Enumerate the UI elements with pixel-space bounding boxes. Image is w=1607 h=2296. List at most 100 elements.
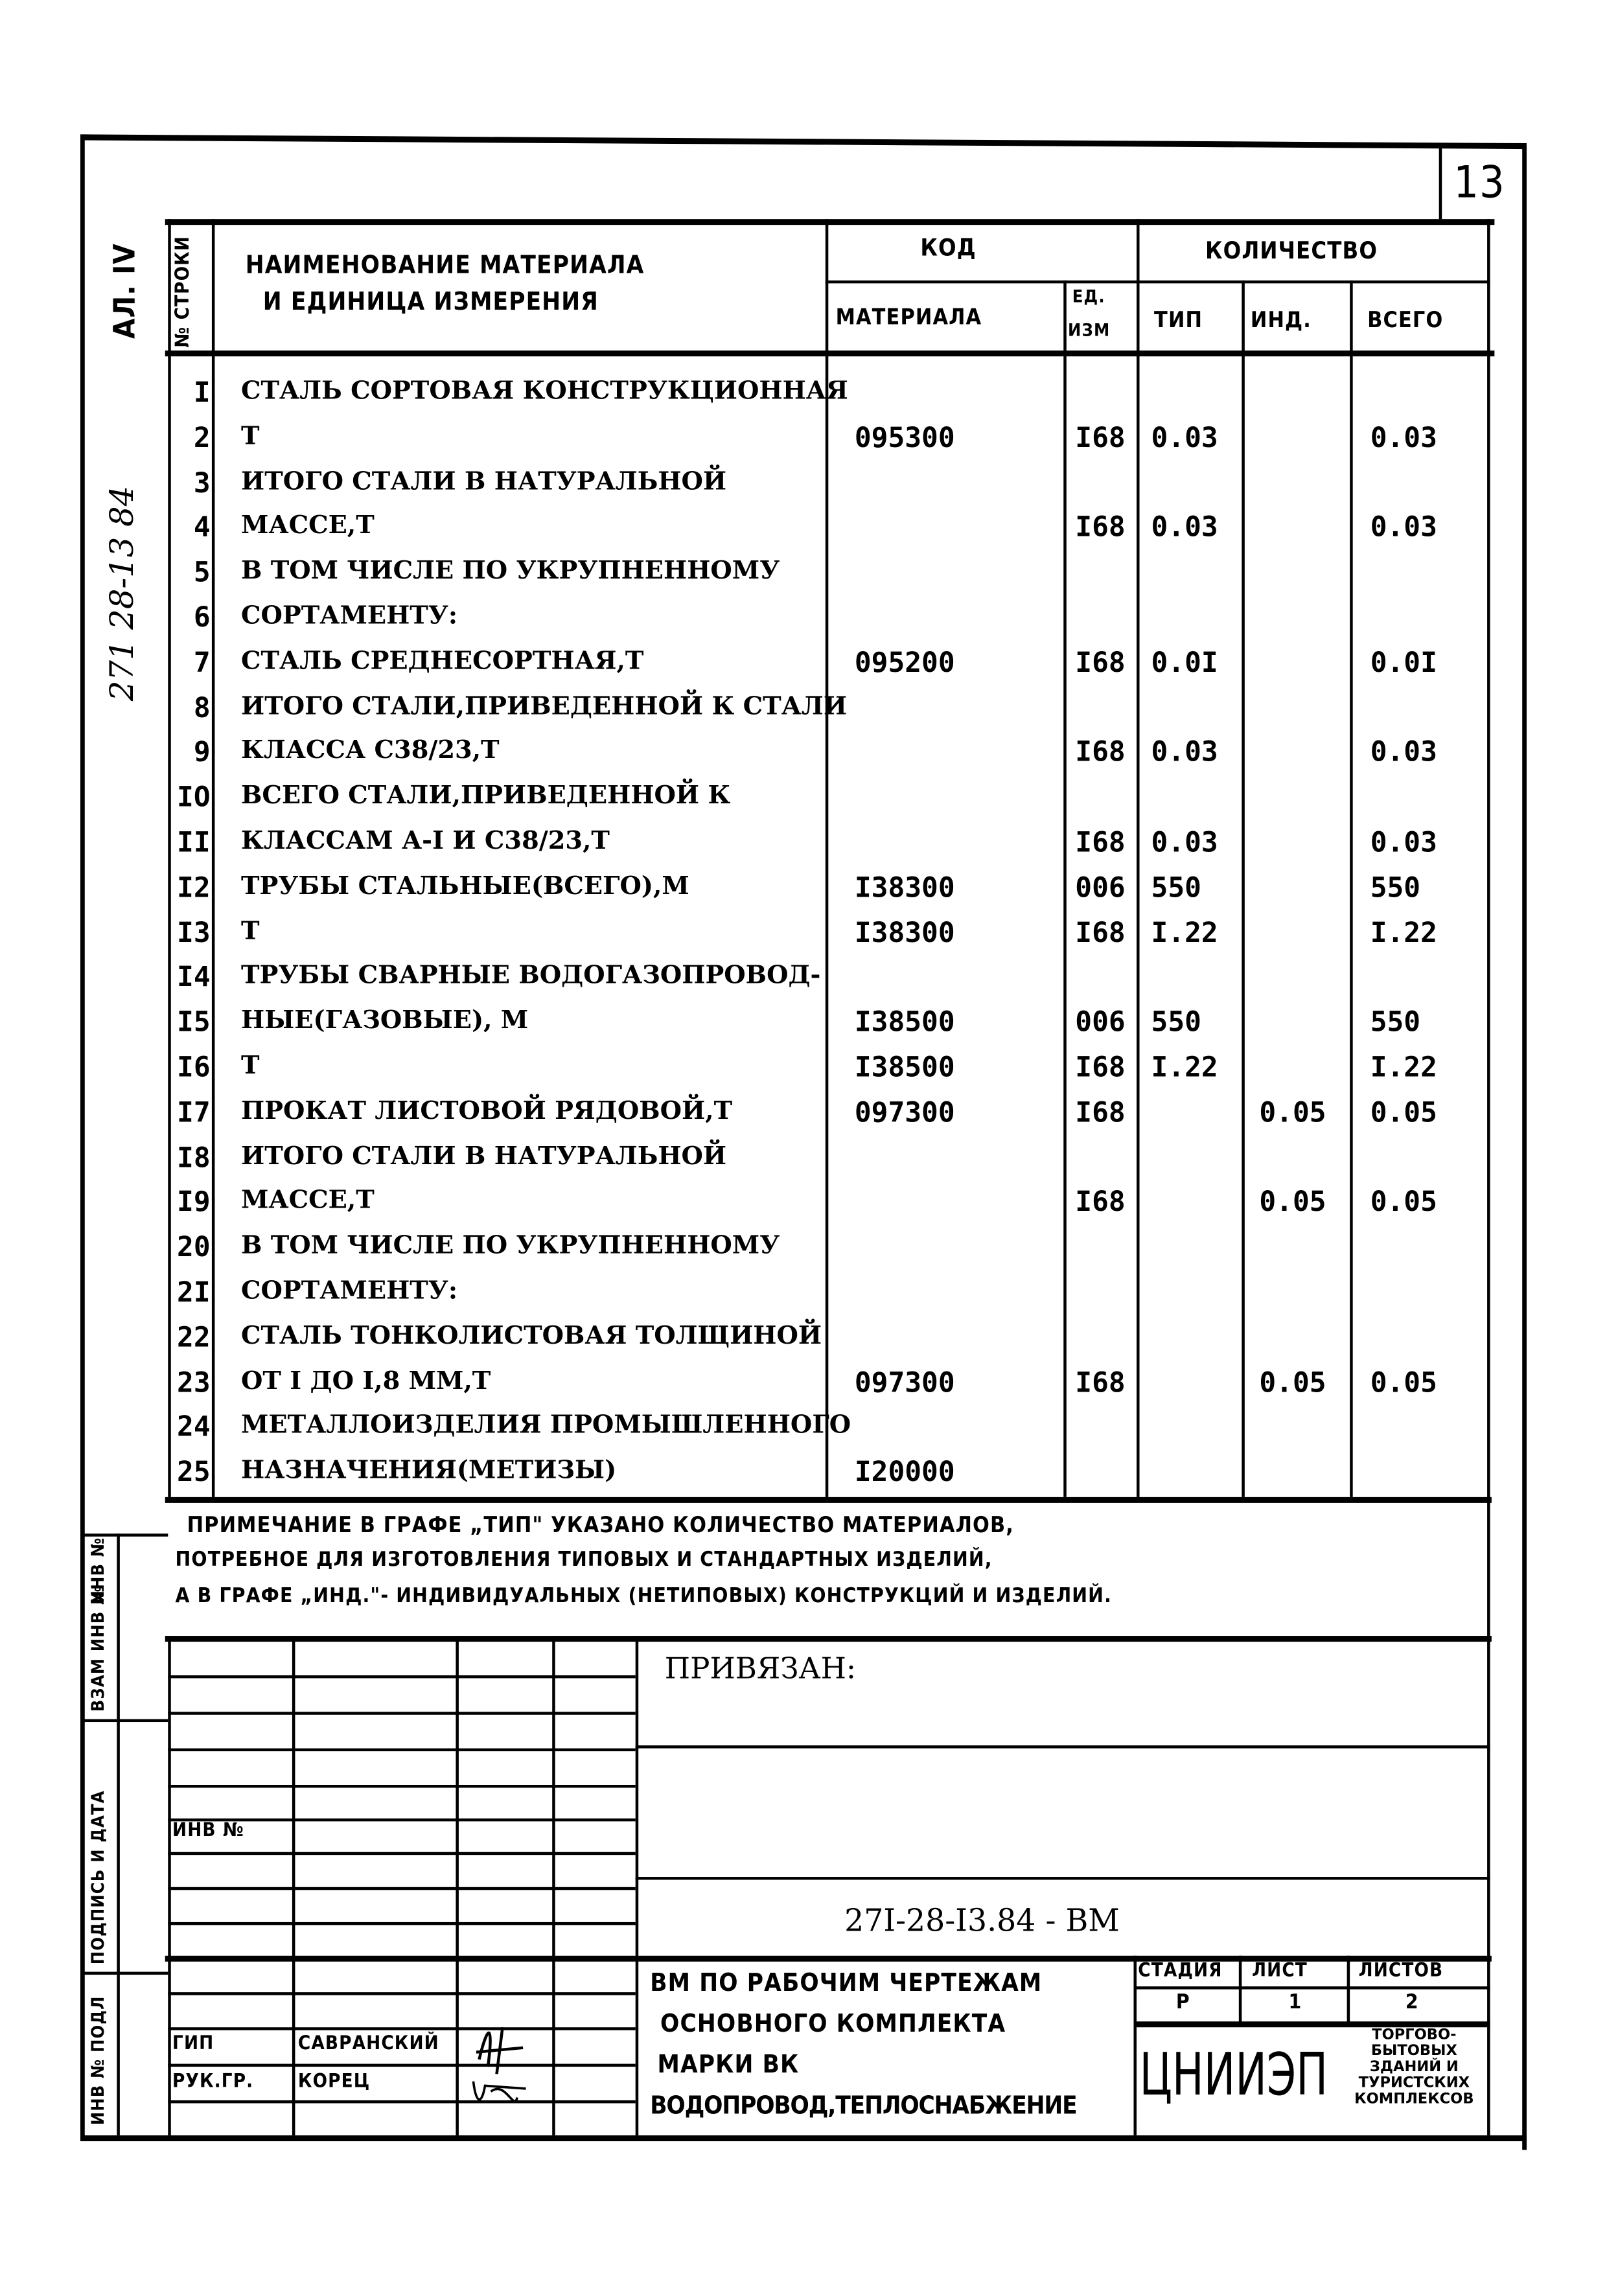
side-label-inv-podl: ИНВ № ПОДЛ [87, 1995, 108, 2126]
tb-grid-col [292, 1636, 295, 2136]
header-ind: ИНД. [1250, 306, 1312, 334]
qty-total: 0.05 [1370, 1096, 1437, 1129]
material-code: I38300 [854, 916, 955, 949]
material-name: ТРУБЫ СВАРНЫЕ ВОДОГАЗОПРОВОД- [240, 961, 821, 991]
row-number: I8 [177, 1142, 211, 1174]
note-line-3: А В ГРАФЕ „ИНД."- ИНДИВИДУАЛЬНЫХ (НЕТИПО… [175, 1585, 1112, 1609]
unit-code: I68 [1075, 737, 1126, 769]
material-code: I38500 [854, 1006, 955, 1039]
row-number: I7 [177, 1096, 211, 1129]
header-row-number: № СТРОКИ [172, 235, 194, 348]
qty-ind: 0.05 [1259, 1096, 1326, 1129]
material-code: I38300 [854, 871, 955, 904]
material-name: Т [240, 916, 260, 946]
header-name: НАИМЕНОВАНИЕ МАТЕРИАЛА [245, 251, 645, 281]
row-number: 6 [193, 601, 211, 634]
row-number: 7 [193, 647, 211, 679]
row-number: I2 [177, 871, 211, 904]
material-name: КЛАССА С38/23,Т [240, 737, 500, 766]
qty-typ: I.22 [1151, 916, 1218, 949]
row-number: I [193, 376, 211, 409]
row-number: 2 [193, 422, 211, 454]
qty-total: 0.03 [1370, 737, 1437, 769]
col-line [1063, 280, 1067, 1497]
tb-grid-row [168, 1784, 636, 1788]
unit-code: I68 [1075, 827, 1126, 859]
table-top [165, 219, 1495, 225]
name-group-head: КОРЕЦ [297, 2071, 371, 2093]
note-top [165, 1497, 1492, 1503]
material-code: I20000 [854, 1456, 955, 1489]
title-line-4: ВОДОПРОВОД,ТЕПЛОСНАБЖЕНИЕ [650, 2091, 1077, 2121]
material-name: ИТОГО СТАЛИ В НАТУРАЛЬНОЙ [240, 466, 727, 496]
frame-left [80, 134, 85, 2139]
material-name: СОРТАМЕНТУ: [240, 601, 458, 631]
tb-line [635, 1745, 1490, 1749]
org-sub-line: ЗДАНИЙ И [1369, 2059, 1459, 2076]
stamp-line [1133, 1955, 1137, 2136]
unit-code: I68 [1075, 647, 1126, 679]
tb-grid-row [168, 1712, 636, 1715]
unit-code: I68 [1075, 1186, 1126, 1219]
row-number: 20 [177, 1231, 211, 1264]
unit-code: 006 [1075, 1006, 1126, 1039]
qty-ind: 0.05 [1259, 1186, 1326, 1219]
row-number: 2I [177, 1276, 211, 1309]
material-name: МАССЕ,Т [240, 511, 375, 542]
header-unit-2: ИЗМ [1068, 319, 1111, 341]
tb-grid-col [552, 1636, 555, 2136]
qty-typ: 550 [1151, 871, 1201, 904]
tb-grid-row [168, 2100, 636, 2104]
material-name: ИТОГО СТАЛИ В НАТУРАЛЬНОЙ [240, 1142, 727, 1171]
row-number: IO [177, 781, 211, 814]
material-name: НАЗНАЧЕНИЯ(МЕТИЗЫ) [240, 1456, 617, 1486]
side-label-inv: ИНВ № [87, 1537, 108, 1604]
project-number-handwritten: 271 28-13 84 [105, 485, 142, 702]
tb-grid-row [168, 1675, 636, 1679]
stamp-line [1133, 2021, 1490, 2028]
unit-code: I68 [1075, 511, 1126, 544]
material-code: 097300 [854, 1096, 955, 1129]
header-sub-line [825, 280, 1490, 284]
material-code: 097300 [854, 1366, 955, 1399]
sheet-number: 13 [1453, 157, 1505, 209]
qty-typ: 0.03 [1151, 422, 1218, 454]
material-name: ВСЕГО СТАЛИ,ПРИВЕДЕННОЙ К [240, 781, 731, 811]
header-unit: ЕД. [1072, 286, 1105, 307]
qty-total: 0.05 [1370, 1366, 1437, 1399]
col-line [1242, 280, 1245, 1497]
name-gip: САВРАНСКИЙ [297, 2033, 439, 2056]
qty-total: I.22 [1370, 1051, 1437, 1084]
material-name: СОРТАМЕНТУ: [240, 1276, 458, 1306]
col-line [825, 219, 829, 1497]
header-total: ВСЕГО [1367, 306, 1444, 334]
material-code: 095200 [854, 647, 955, 679]
tb-grid-row [168, 1818, 636, 1822]
row-number: 25 [177, 1456, 211, 1489]
qty-total: 0.0I [1370, 647, 1437, 679]
document-code: 27I-28-I3.84 - ВМ [844, 1903, 1120, 1938]
unit-code: I68 [1075, 1096, 1126, 1129]
col-line [1137, 219, 1140, 1497]
unit-code: 006 [1075, 871, 1126, 904]
tb-grid-row [168, 1887, 636, 1890]
header-material: МАТЕРИАЛА [835, 303, 982, 330]
role-group-head: РУК.ГР. [172, 2071, 254, 2093]
qty-typ: 0.03 [1151, 827, 1218, 859]
col-line [168, 219, 171, 1497]
sheet-number-divider [1439, 146, 1442, 220]
unit-code: I68 [1075, 1051, 1126, 1084]
material-name: КЛАССАМ А-I И С38/23,Т [240, 827, 610, 856]
title-block-top [165, 1636, 1492, 1642]
row-number: 5 [193, 557, 211, 589]
title-line-2: ОСНОВНОГО КОМПЛЕКТА [660, 2010, 1006, 2039]
qty-ind: 0.05 [1259, 1366, 1326, 1399]
role-gip: ГИП [172, 2033, 214, 2056]
tb-grid-row [168, 1922, 636, 1925]
org-sub-line: ТУРИСТСКИХ [1358, 2075, 1470, 2092]
material-name: НЫЕ(ГАЗОВЫЕ), М [240, 1006, 529, 1036]
stage-label: СТАДИЯ [1138, 1960, 1223, 1982]
side-label-signature-date: ПОДПИСЬ И ДАТА [87, 1790, 108, 1965]
qty-typ: 0.03 [1151, 511, 1218, 544]
sheet-label: ЛИСТ [1252, 1960, 1308, 1982]
